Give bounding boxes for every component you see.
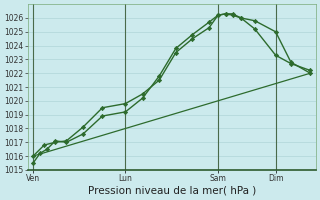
X-axis label: Pression niveau de la mer( hPa ): Pression niveau de la mer( hPa ) xyxy=(88,186,256,196)
